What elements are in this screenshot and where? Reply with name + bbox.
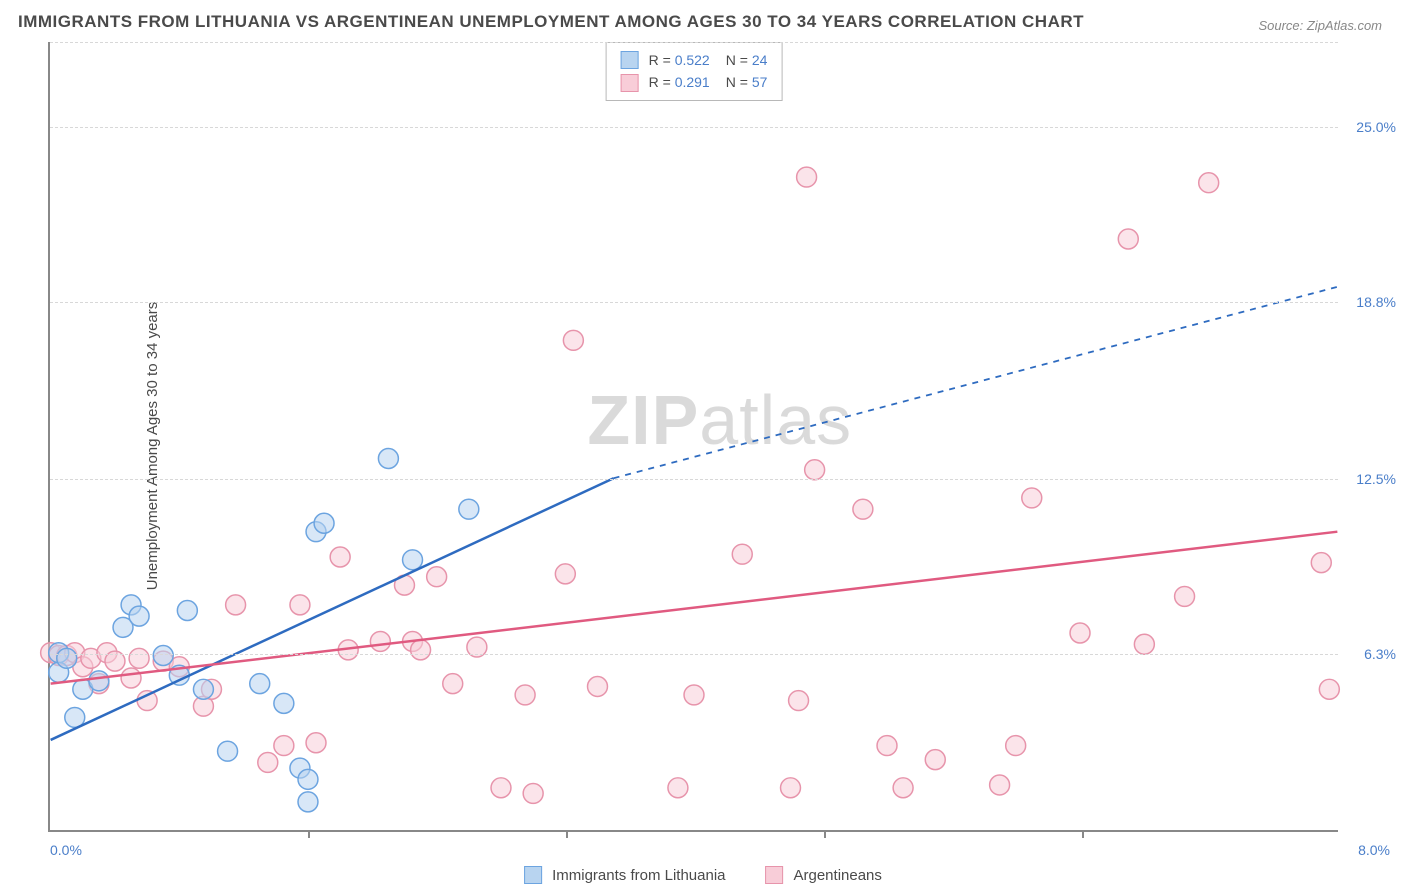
data-point <box>491 778 511 798</box>
data-point <box>555 564 575 584</box>
x-tick-mark <box>308 830 310 838</box>
data-point <box>1070 623 1090 643</box>
data-point <box>330 547 350 567</box>
legend-swatch-icon <box>524 866 542 884</box>
data-point <box>403 550 423 570</box>
x-tick-mark <box>566 830 568 838</box>
data-point <box>515 685 535 705</box>
data-point <box>89 671 109 691</box>
data-point <box>990 775 1010 795</box>
data-point <box>443 674 463 694</box>
data-point <box>1175 586 1195 606</box>
chart-title: IMMIGRANTS FROM LITHUANIA VS ARGENTINEAN… <box>18 12 1084 32</box>
data-point <box>250 674 270 694</box>
gridline <box>50 479 1338 480</box>
data-point <box>177 601 197 621</box>
chart-plot-area: ZIPatlas R = 0.522N = 24 R = 0.291N = 57… <box>48 42 1338 832</box>
legend-row-series2: R = 0.291N = 57 <box>621 71 768 93</box>
data-point <box>370 631 390 651</box>
data-point <box>1311 553 1331 573</box>
legend-item-series2: Argentineans <box>766 866 882 884</box>
y-tick-label: 12.5% <box>1356 471 1396 487</box>
data-point <box>226 595 246 615</box>
data-point <box>459 499 479 519</box>
data-point <box>193 679 213 699</box>
legend-item-series1: Immigrants from Lithuania <box>524 866 725 884</box>
x-tick-mark <box>1082 830 1084 838</box>
data-point <box>314 513 334 533</box>
legend-swatch-series1 <box>621 51 639 69</box>
data-point <box>805 460 825 480</box>
data-point <box>306 733 326 753</box>
data-point <box>258 752 278 772</box>
data-point <box>274 736 294 756</box>
legend-swatch-series2 <box>621 74 639 92</box>
trendline-extrapolation <box>614 287 1338 478</box>
x-axis-max-label: 8.0% <box>1358 842 1390 858</box>
data-point <box>274 693 294 713</box>
data-point <box>1118 229 1138 249</box>
data-point <box>129 648 149 668</box>
data-point <box>893 778 913 798</box>
gridline <box>50 654 1338 655</box>
data-point <box>925 750 945 770</box>
data-point <box>290 595 310 615</box>
scatter-plot-svg <box>50 42 1338 830</box>
data-point <box>298 769 318 789</box>
data-point <box>668 778 688 798</box>
gridline <box>50 42 1338 43</box>
data-point <box>588 676 608 696</box>
y-tick-label: 25.0% <box>1356 119 1396 135</box>
data-point <box>427 567 447 587</box>
gridline <box>50 302 1338 303</box>
source-attribution: Source: ZipAtlas.com <box>1258 18 1382 33</box>
data-point <box>789 691 809 711</box>
data-point <box>877 736 897 756</box>
data-point <box>57 648 77 668</box>
data-point <box>1319 679 1339 699</box>
x-tick-mark <box>824 830 826 838</box>
data-point <box>298 792 318 812</box>
data-point <box>137 691 157 711</box>
data-point <box>797 167 817 187</box>
legend-label: Argentineans <box>794 867 882 884</box>
data-point <box>781 778 801 798</box>
legend-row-series1: R = 0.522N = 24 <box>621 49 768 71</box>
data-point <box>1199 173 1219 193</box>
data-point <box>1006 736 1026 756</box>
legend-label: Immigrants from Lithuania <box>552 867 725 884</box>
data-point <box>1134 634 1154 654</box>
gridline <box>50 127 1338 128</box>
data-point <box>411 640 431 660</box>
x-axis-min-label: 0.0% <box>50 842 82 858</box>
data-point <box>121 668 141 688</box>
y-tick-label: 6.3% <box>1364 646 1396 662</box>
data-point <box>129 606 149 626</box>
data-point <box>732 544 752 564</box>
legend-series: Immigrants from Lithuania Argentineans <box>524 866 882 884</box>
data-point <box>684 685 704 705</box>
data-point <box>563 330 583 350</box>
data-point <box>1022 488 1042 508</box>
data-point <box>853 499 873 519</box>
data-point <box>523 783 543 803</box>
data-point <box>378 449 398 469</box>
legend-swatch-icon <box>766 866 784 884</box>
data-point <box>218 741 238 761</box>
legend-correlation-box: R = 0.522N = 24 R = 0.291N = 57 <box>606 42 783 101</box>
y-tick-label: 18.8% <box>1356 294 1396 310</box>
data-point <box>153 646 173 666</box>
